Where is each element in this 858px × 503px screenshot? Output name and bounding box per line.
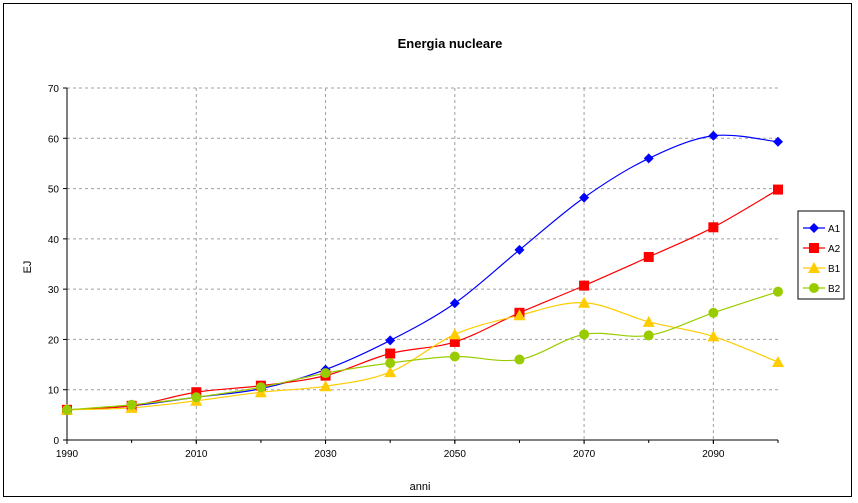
data-point-b1 [707,330,720,342]
data-point-a1 [449,298,460,309]
data-point-a1 [579,192,590,203]
data-point-b2 [62,404,72,415]
x-tick-label: 2070 [573,449,596,460]
data-point-a2 [643,251,654,262]
x-tick-label: 2030 [314,449,337,460]
data-point-a1 [773,136,783,147]
legend-marker-a2 [809,243,819,253]
legend-marker-b2 [809,283,819,293]
chart-frame: Energia nucleare 0 10 20 30 40 50 60 70 1990 2010… [3,3,852,497]
data-point-a2 [191,387,202,398]
x-axis-label: anni [410,481,431,493]
series-line-b1 [66,302,779,411]
data-point-b1 [384,366,397,378]
data-point-a2 [708,222,719,233]
y-tick-label: 30 [48,285,60,296]
chart-title: Energia nucleare [398,36,503,51]
data-point-a2 [449,336,460,347]
x-tick-label: 2010 [185,449,208,460]
y-tick-label: 40 [48,235,60,246]
series-line-a2 [66,189,779,411]
data-point-b2 [773,286,783,297]
y-tick-label: 0 [53,436,59,447]
data-point-a1 [514,244,525,255]
data-point-b2 [191,392,202,403]
legend: A1 A2 B1 B2 [797,210,845,300]
y-tick-label: 60 [48,134,60,145]
data-point-a1 [385,335,396,346]
legend-marker-a1 [809,223,819,233]
data-point-b2 [514,354,525,365]
legend-box [797,210,845,300]
data-point-b1 [578,296,591,308]
y-tick-label: 10 [48,386,60,397]
series-line-b2 [66,291,779,411]
data-point-b2 [579,329,590,340]
legend-label-a1: A1 [828,224,841,235]
data-point-b1 [642,315,655,327]
data-point-a2 [385,348,396,359]
grid-lines [67,87,778,440]
data-point-b2 [385,358,396,369]
y-tick-label: 20 [48,335,60,346]
axes [66,88,778,441]
data-point-b2 [320,368,331,379]
data-point-a2 [579,280,590,291]
y-tick-label: 50 [48,185,60,196]
x-tick-label: 2050 [444,449,467,460]
legend-label-b1: B1 [828,264,841,275]
legend-marker-b1 [808,262,820,273]
data-point-b2 [449,351,460,362]
data-point-b2 [255,382,266,393]
data-point-a2 [773,184,783,195]
data-point-b1 [513,309,526,321]
y-tick-label: 70 [48,84,60,95]
data-point-a1 [643,153,654,164]
data-point-b2 [126,399,137,410]
data-point-a1 [708,130,719,141]
data-point-b1 [448,328,461,340]
data-point-b2 [643,330,654,341]
legend-label-a2: A2 [828,244,841,255]
x-tick-label: 1990 [56,449,79,460]
legend-label-b2: B2 [828,284,841,295]
data-point-b1 [319,380,332,392]
data-point-b2 [708,307,719,318]
x-tick-label: 2090 [702,449,725,460]
data-point-b1 [772,356,784,368]
series-line-a1 [66,134,779,411]
y-axis-label: EJ [22,261,34,274]
